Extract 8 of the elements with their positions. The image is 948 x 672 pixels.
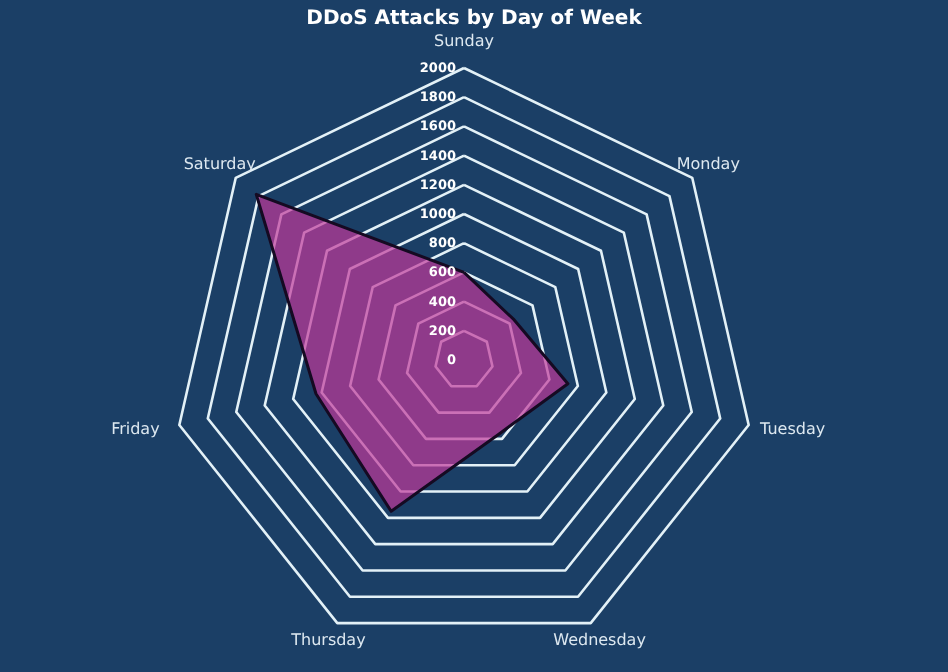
spoke-label: Monday — [676, 155, 741, 174]
spoke-label: Tuesday — [758, 419, 826, 438]
spoke-label: Wednesday — [553, 631, 647, 650]
spoke-label: Friday — [111, 419, 161, 438]
spoke-label: Thursday — [289, 631, 367, 650]
spoke-label: Sunday — [434, 31, 495, 50]
chart-title: DDoS Attacks by Day of Week — [306, 8, 643, 30]
spoke-label: Saturday — [183, 155, 257, 174]
